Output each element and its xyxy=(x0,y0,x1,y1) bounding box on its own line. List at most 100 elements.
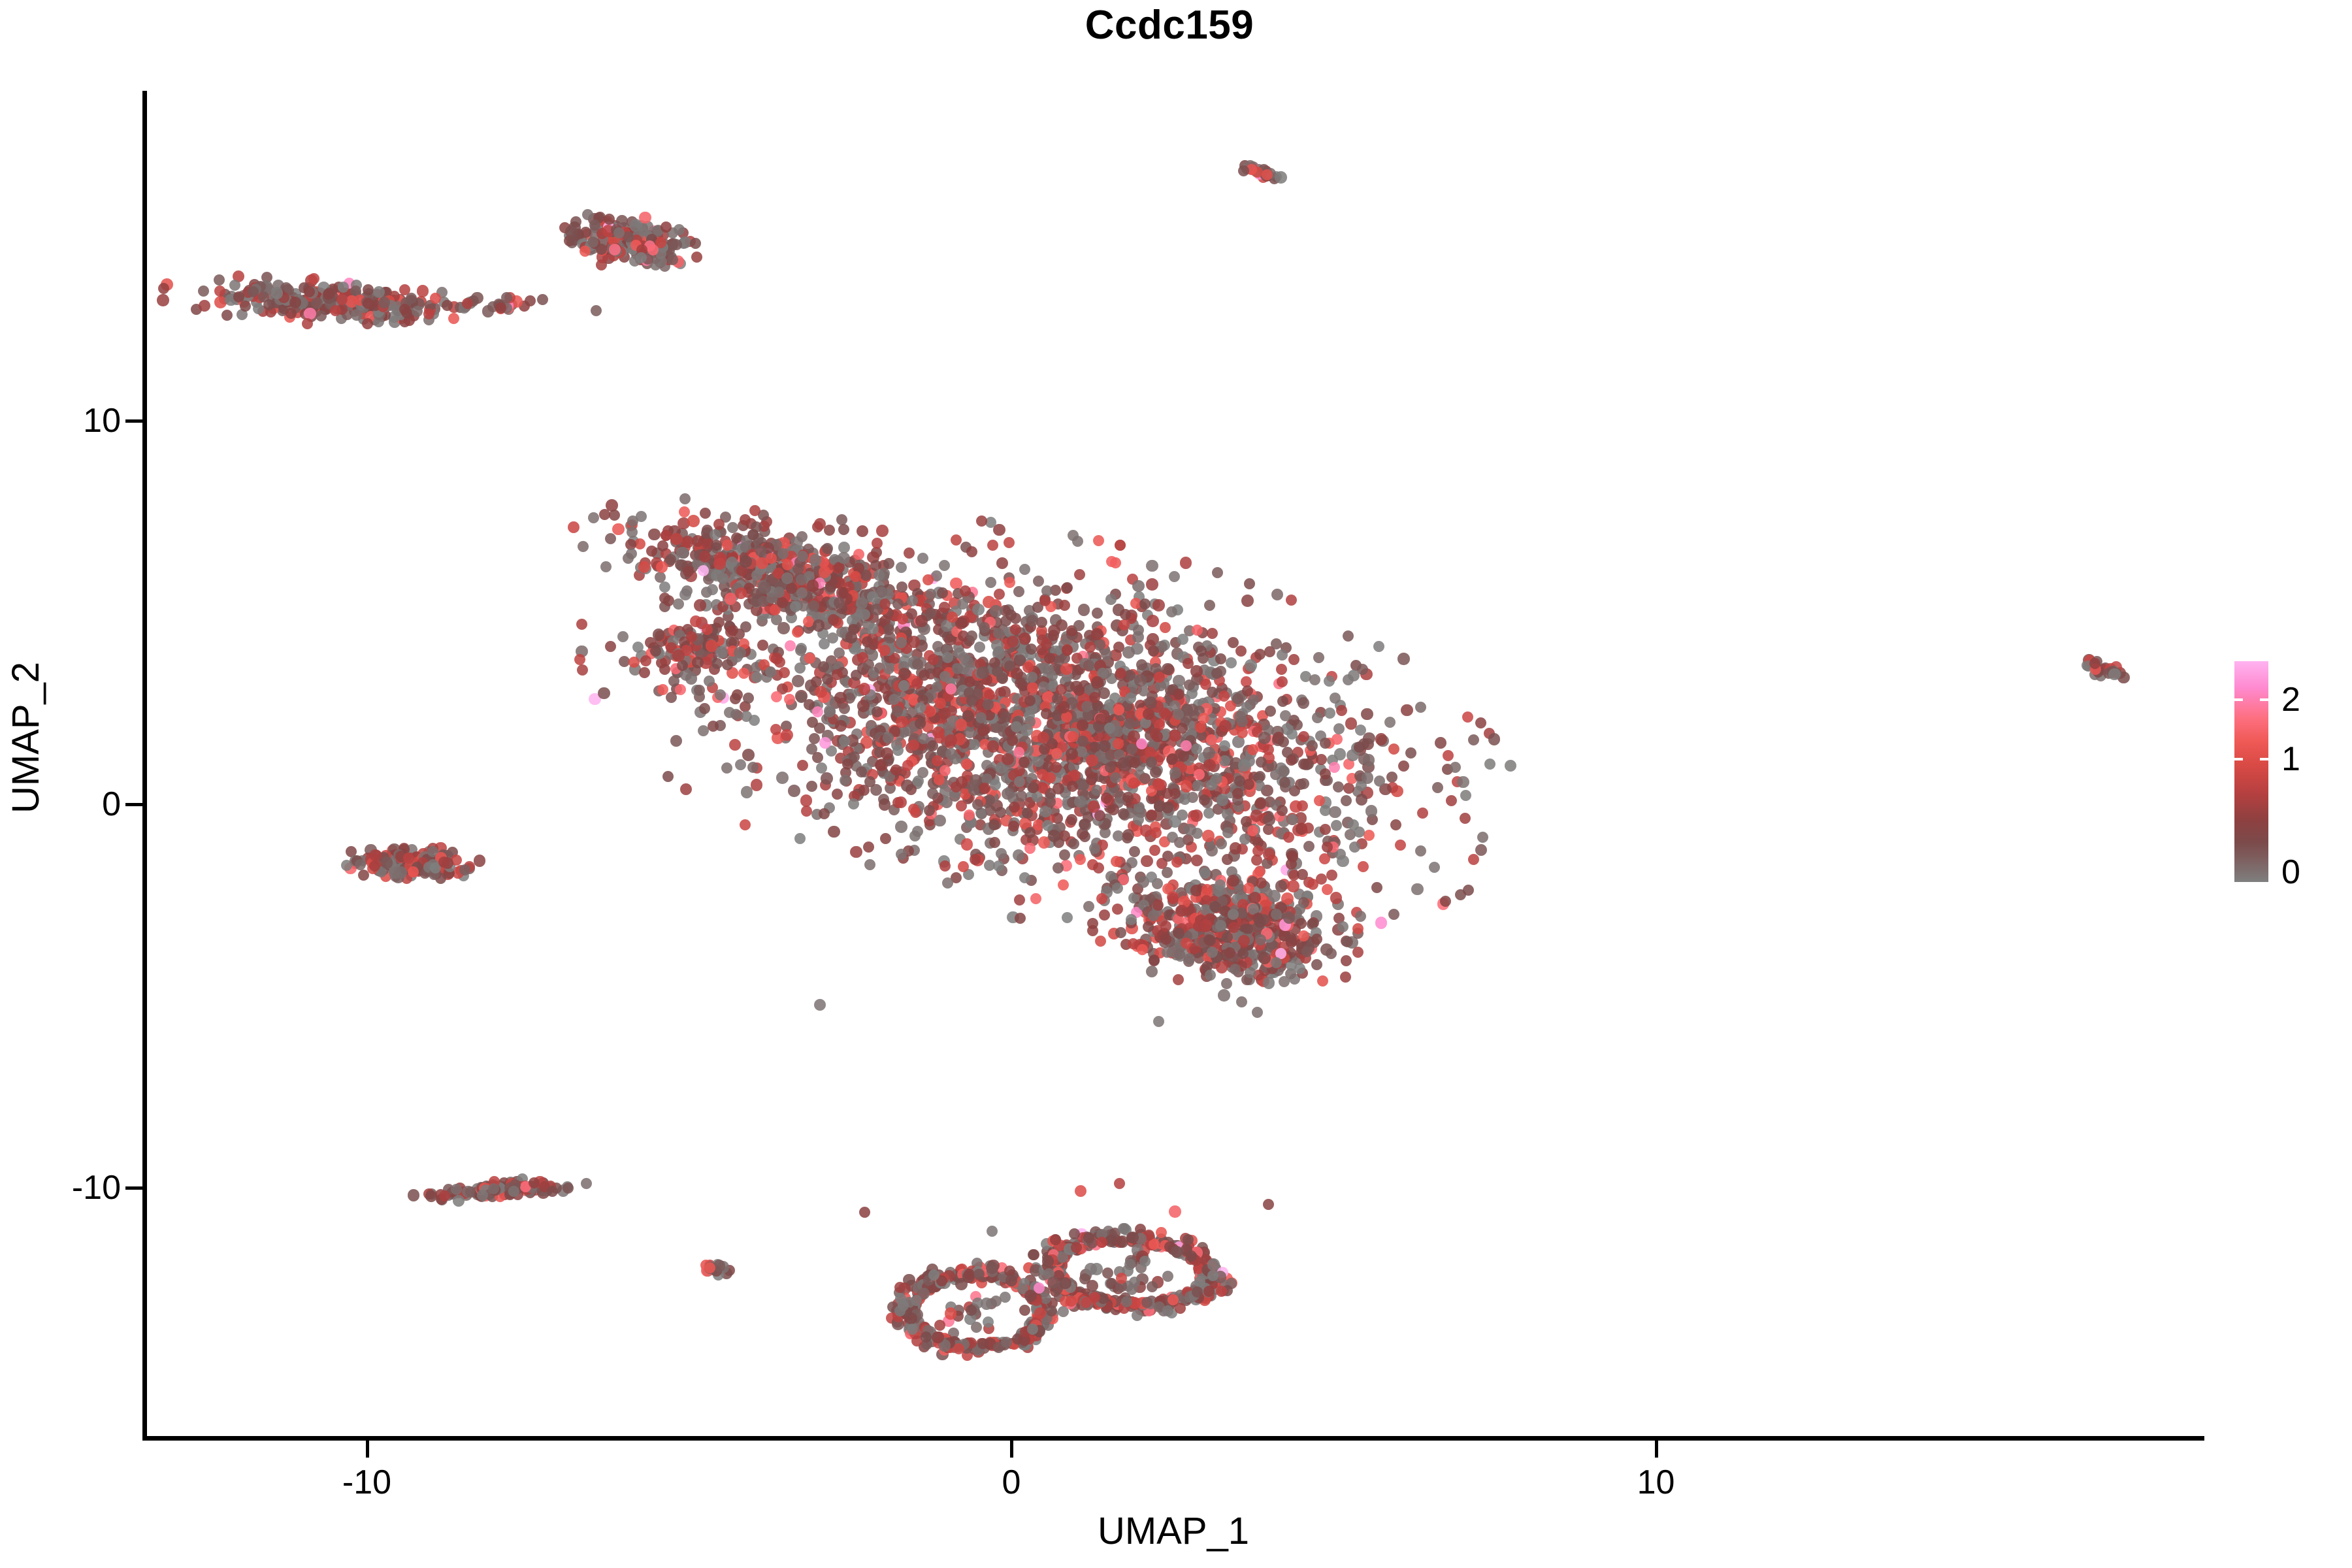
scatter-point xyxy=(664,554,676,566)
scatter-point xyxy=(850,845,862,858)
scatter-point xyxy=(577,541,589,553)
scatter-point xyxy=(1203,934,1215,946)
scatter-point xyxy=(1340,795,1352,807)
scatter-point xyxy=(1134,674,1147,687)
scatter-point xyxy=(336,293,348,305)
scatter-point xyxy=(1152,778,1165,791)
scatter-point xyxy=(363,297,374,309)
scatter-point xyxy=(1152,899,1164,911)
scatter-point xyxy=(1192,921,1204,932)
scatter-point xyxy=(1014,776,1026,787)
scatter-point xyxy=(759,581,771,594)
scatter-point xyxy=(765,552,777,564)
scatter-point xyxy=(757,639,768,651)
scatter-panel[interactable] xyxy=(148,91,2203,1436)
scatter-point xyxy=(770,614,782,626)
scatter-point xyxy=(1169,729,1181,742)
scatter-point xyxy=(1388,908,1399,920)
scatter-point xyxy=(670,532,683,545)
scatter-point xyxy=(1146,578,1158,591)
scatter-point xyxy=(1066,747,1078,760)
scatter-point xyxy=(1244,578,1256,590)
scatter-point xyxy=(972,603,985,616)
scatter-point xyxy=(986,1262,998,1274)
scatter-point xyxy=(1405,747,1417,759)
scatter-point xyxy=(1137,944,1149,956)
scatter-point xyxy=(896,581,907,593)
scatter-point xyxy=(747,529,759,540)
scatter-point xyxy=(862,841,874,853)
scatter-point xyxy=(1277,695,1289,707)
scatter-point xyxy=(1288,653,1299,665)
scatter-point xyxy=(261,271,272,283)
scatter-point xyxy=(1139,598,1151,610)
scatter-point xyxy=(635,510,647,522)
scatter-point xyxy=(1475,717,1487,728)
scatter-point xyxy=(751,570,762,581)
scatter-point xyxy=(946,612,958,623)
scatter-point xyxy=(1278,766,1290,777)
scatter-point xyxy=(322,288,334,300)
scatter-point xyxy=(1070,680,1083,693)
scatter-point xyxy=(828,825,840,838)
scatter-point xyxy=(894,1305,906,1316)
scatter-point xyxy=(1415,845,1427,857)
scatter-point xyxy=(858,609,870,621)
scatter-point xyxy=(308,273,320,285)
scatter-point xyxy=(679,493,691,504)
scatter-point xyxy=(989,837,1001,849)
scatter-point xyxy=(792,626,804,638)
scatter-point xyxy=(1484,759,1496,770)
scatter-point xyxy=(1100,792,1112,804)
scatter-point xyxy=(378,296,391,309)
scatter-point xyxy=(715,646,728,659)
scatter-point xyxy=(888,693,900,705)
scatter-point xyxy=(1263,848,1275,860)
scatter-point xyxy=(647,244,659,256)
scatter-point xyxy=(999,1291,1011,1303)
scatter-point xyxy=(1175,904,1188,917)
scatter-point xyxy=(1011,721,1022,732)
scatter-point xyxy=(853,549,864,561)
scatter-point xyxy=(932,1331,944,1344)
scatter-point xyxy=(1243,778,1254,790)
scatter-point xyxy=(1218,989,1230,1002)
scatter-point xyxy=(951,534,962,546)
scatter-point xyxy=(1460,790,1472,801)
scatter-point xyxy=(1113,704,1125,715)
scatter-point xyxy=(891,705,903,717)
scatter-point xyxy=(1125,913,1137,925)
scatter-point xyxy=(574,653,586,665)
scatter-point xyxy=(1263,813,1275,826)
scatter-point xyxy=(1139,772,1151,784)
scatter-point xyxy=(236,308,248,320)
scatter-point xyxy=(903,547,915,559)
scatter-point xyxy=(1239,833,1250,845)
scatter-point xyxy=(1321,884,1333,896)
scatter-point xyxy=(1076,719,1089,732)
scatter-point xyxy=(987,539,998,551)
scatter-point xyxy=(821,772,833,785)
scatter-point xyxy=(1371,882,1382,894)
scatter-point xyxy=(1038,681,1050,693)
scatter-point xyxy=(1294,904,1305,915)
scatter-point xyxy=(1124,717,1135,729)
scatter-point xyxy=(338,282,350,293)
scatter-point xyxy=(1145,965,1158,978)
scatter-point xyxy=(1004,537,1015,549)
scatter-point xyxy=(729,693,741,705)
scatter-point xyxy=(1235,996,1247,1008)
scatter-point xyxy=(1361,772,1374,784)
scatter-point xyxy=(1277,805,1288,817)
scatter-point xyxy=(1052,862,1064,874)
scatter-point xyxy=(838,551,850,564)
scatter-point xyxy=(1232,788,1243,799)
scatter-point xyxy=(1206,628,1218,640)
scatter-point xyxy=(782,559,794,570)
scatter-point xyxy=(913,775,924,787)
scatter-point xyxy=(600,561,612,573)
scatter-point xyxy=(993,588,1005,600)
scatter-point xyxy=(1019,563,1030,575)
scatter-point xyxy=(1083,900,1094,912)
scatter-point xyxy=(765,666,777,678)
